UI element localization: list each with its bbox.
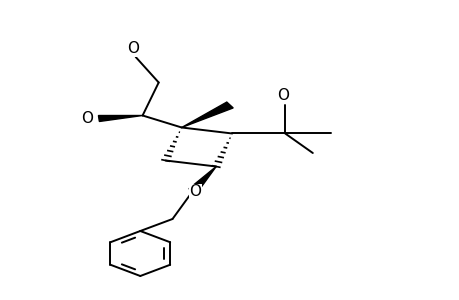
Text: O: O [276,88,288,104]
Text: O: O [81,111,93,126]
Polygon shape [98,116,142,122]
Text: O: O [189,184,201,200]
Text: O: O [127,41,139,56]
Polygon shape [189,167,216,192]
Polygon shape [181,102,233,128]
